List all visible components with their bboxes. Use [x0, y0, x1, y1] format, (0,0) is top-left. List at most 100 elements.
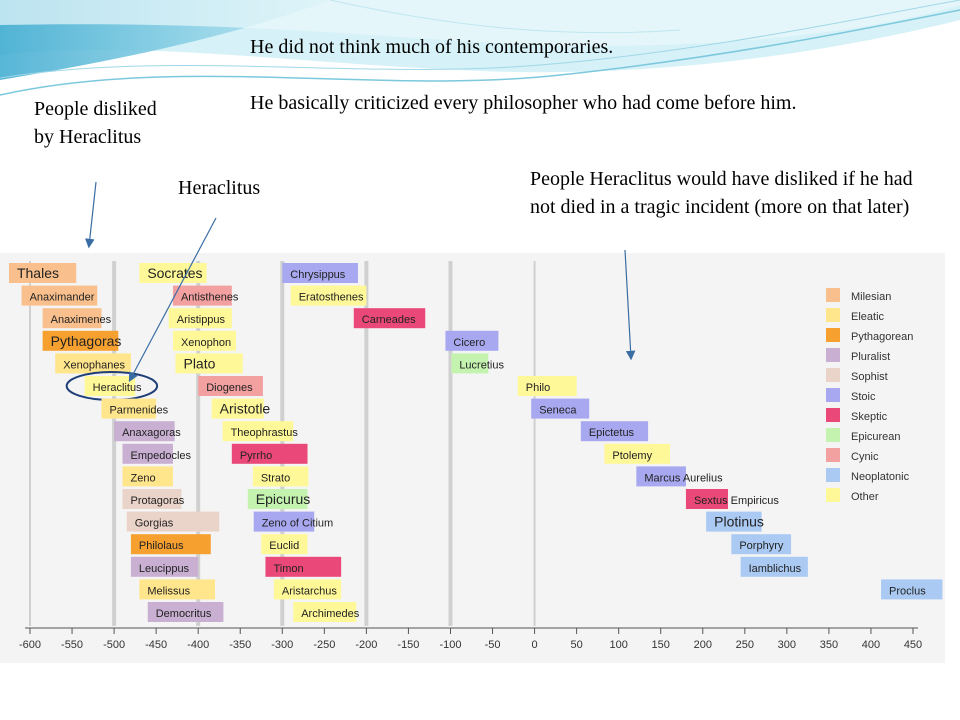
bar-proclus [881, 579, 943, 600]
bar-label: Pyrrho [240, 450, 272, 462]
bar-label: Philo [526, 382, 550, 394]
bar-label: Aristotle [220, 401, 271, 417]
bar-label: Diogenes [206, 382, 253, 394]
x-tick-label: -400 [187, 639, 209, 651]
bar-epictetus [580, 421, 649, 442]
bar-lucretius [451, 353, 489, 374]
bar-label: Pythagoras [51, 333, 122, 349]
bar-theophrastus [222, 421, 294, 442]
legend-label: Pythagorean [851, 331, 913, 343]
banner-wave [0, 0, 960, 96]
legend-swatch [826, 408, 840, 422]
legend-label: Epicurean [851, 431, 901, 443]
label-heraclitus: Heraclitus [178, 177, 261, 199]
bar-label: Eratosthenes [299, 292, 364, 304]
legend-swatch [826, 388, 840, 402]
bar-carneades [353, 308, 426, 329]
bar-label: Theophrastus [231, 427, 299, 439]
x-tick-label: 400 [862, 639, 880, 651]
x-tick-label: -200 [355, 639, 377, 651]
slide-line-criticized: He basically criticized every philosophe… [250, 92, 797, 114]
x-tick-label: 100 [609, 639, 627, 651]
legend-label: Neoplatonic [851, 471, 910, 483]
bar-archimedes [293, 602, 357, 622]
x-tick-label: -100 [439, 639, 461, 651]
bar-democritus [147, 602, 224, 622]
bar-label: Cicero [453, 337, 485, 349]
bar-label: Iamblichus [749, 563, 802, 575]
bar-anaxagoras [114, 421, 175, 442]
legend-swatch [826, 288, 840, 302]
bar-label: Plotinus [714, 514, 764, 530]
bar-label: Carneades [362, 314, 416, 326]
legend-label: Eleatic [851, 311, 885, 323]
legend-label: Sophist [851, 371, 888, 383]
bar-label: Xenophanes [63, 359, 125, 371]
legend-swatch [826, 488, 840, 502]
bar-philolaus [130, 534, 211, 555]
bar-label: Seneca [539, 405, 577, 417]
legend-swatch [826, 308, 840, 322]
label-future-disliked: People Heraclitus would have disliked if… [530, 168, 913, 218]
slide-line-contemporaries: He did not think much of his contemporar… [250, 36, 614, 58]
bar-label: Thales [17, 265, 59, 281]
bar-label: Porphyry [739, 540, 784, 552]
bar-label: Aristippus [177, 314, 226, 326]
bar-protagoras [122, 489, 182, 509]
bar-label: Melissus [147, 585, 190, 597]
bar-label: Chrysippus [290, 269, 346, 281]
bar-label: Socrates [147, 265, 202, 281]
bar-strato [252, 466, 309, 487]
bar-chrysippus [282, 263, 358, 283]
bar-label: Lucretius [459, 359, 504, 371]
bar-label: Gorgias [135, 518, 174, 530]
x-tick-label: -50 [485, 639, 501, 651]
bar-label: Timon [273, 563, 303, 575]
x-tick-label: 0 [532, 639, 538, 651]
bar-label: Sextus Empiricus [694, 495, 779, 507]
x-tick-label: 450 [904, 639, 922, 651]
bar-eratosthenes [290, 285, 367, 306]
bar-pyrrho [231, 443, 308, 464]
arrow-left [85, 181, 97, 249]
bar-timon [265, 556, 342, 577]
x-tick-label: -350 [229, 639, 251, 651]
legend-label: Other [851, 491, 879, 503]
bar-label: Xenophon [181, 337, 231, 349]
bar-xenophanes [55, 353, 131, 374]
bar-empedocles [122, 443, 173, 464]
bar-anaximenes [42, 308, 102, 329]
legend-label: Pluralist [851, 351, 890, 363]
bar-label: Democritus [156, 608, 212, 620]
x-tick-label: 250 [736, 639, 754, 651]
legend-swatch [826, 328, 840, 342]
bar-marcus-aurelius [636, 466, 686, 487]
x-tick-label: -550 [61, 639, 83, 651]
bar-thales [8, 263, 77, 283]
bar-label: Leucippus [139, 563, 190, 575]
bar-cicero [445, 330, 499, 351]
legend-swatch [826, 468, 840, 482]
bar-label: Zeno [131, 472, 156, 484]
bar-label: Euclid [269, 540, 299, 552]
x-tick-label: 350 [820, 639, 838, 651]
legend-label: Skeptic [851, 411, 888, 423]
x-tick-label: 150 [652, 639, 670, 651]
x-tick-label: 50 [570, 639, 582, 651]
label-people-disliked: People disliked by Heraclitus [34, 98, 157, 148]
bar-label: Empedocles [131, 450, 192, 462]
bar-epicurus [247, 489, 308, 509]
bar-label: Proclus [889, 585, 926, 597]
bar-parmenides [101, 398, 157, 419]
bar-aristarchus [273, 579, 342, 600]
bar-diogenes [198, 376, 263, 396]
x-tick-label: 200 [694, 639, 712, 651]
bar-anaximander [21, 285, 98, 306]
x-tick-label: 300 [778, 639, 796, 651]
bar-porphyry [731, 534, 792, 555]
bar-seneca [531, 398, 590, 419]
timeline-chart: -600 -550 -500 -450 -400 -350 -300 -250 -200 -150… [0, 253, 945, 663]
bar-pythagoras [42, 330, 119, 351]
legend-swatch [826, 448, 840, 462]
bar-label: Parmenides [109, 405, 168, 417]
